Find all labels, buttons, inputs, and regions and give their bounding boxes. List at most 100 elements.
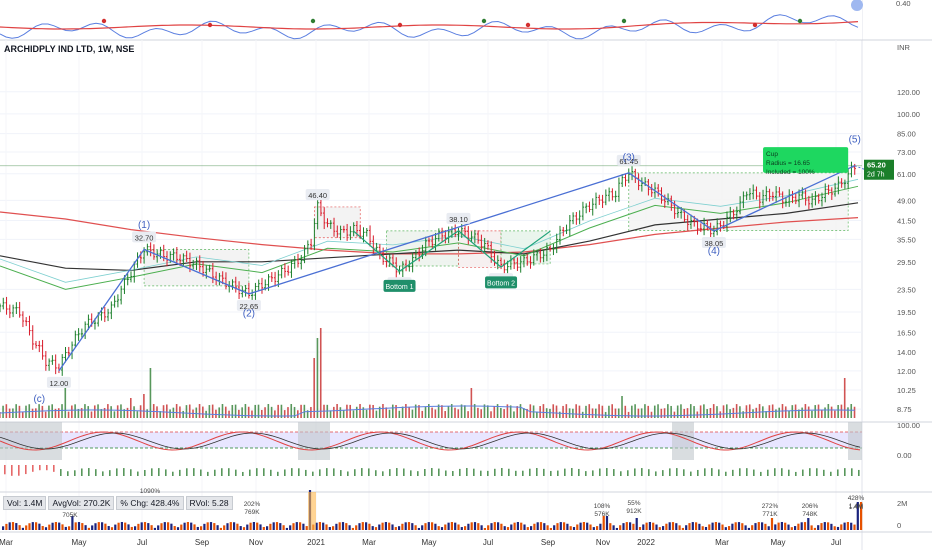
volume-bar <box>300 404 302 418</box>
volume-panel-bar <box>596 526 599 530</box>
volume-bar <box>706 409 708 418</box>
volume-panel-bar <box>685 525 688 530</box>
volume-panel-bar <box>431 522 434 530</box>
volume-panel-bar <box>335 523 338 530</box>
volume-bar <box>791 405 794 418</box>
volume-bar <box>608 405 610 418</box>
volume-panel-bar <box>272 522 275 530</box>
top-signal-dot <box>481 18 487 24</box>
histogram-bar <box>263 468 265 476</box>
histogram-bar <box>585 471 587 476</box>
histogram-bar <box>249 469 251 476</box>
price-tick-label: 14.00 <box>897 348 916 357</box>
histogram-bar <box>39 465 41 471</box>
volume-panel-bar <box>602 516 605 530</box>
volume-panel-bar <box>163 522 166 530</box>
volume-bar <box>519 404 522 418</box>
oscillator-highlight-zone <box>672 422 694 460</box>
volume-bar <box>329 410 332 418</box>
price-tick-label: 19.50 <box>897 308 916 317</box>
histogram-bar <box>480 470 482 476</box>
volume-bar <box>627 411 630 418</box>
volume-panel-bar <box>787 524 790 530</box>
volume-panel-bar <box>332 526 335 530</box>
histogram-bar <box>165 469 167 476</box>
histogram-bar <box>116 468 118 476</box>
volume-bar <box>80 408 83 418</box>
volume-panel-bar <box>167 522 170 530</box>
volume-panel-bar <box>757 522 760 530</box>
bottom-marker-label: Bottom 1 <box>386 284 414 291</box>
volume-bar <box>483 404 486 418</box>
volume-bar <box>71 405 73 418</box>
volume-bar <box>391 404 394 418</box>
histogram-bar <box>375 470 377 476</box>
histogram-bar <box>270 469 272 476</box>
cup-annotation-text: Cup <box>766 151 778 158</box>
volume-panel-bar <box>91 525 94 530</box>
volume-spike-label: 748K <box>802 511 818 518</box>
volume-panel-bar <box>35 522 38 530</box>
histogram-bar <box>46 465 48 471</box>
volume-panel-bar <box>546 525 549 530</box>
histogram-bar <box>851 468 853 476</box>
volume-panel-bar <box>457 524 460 530</box>
volume-bar <box>824 407 826 418</box>
histogram-bar <box>655 471 657 476</box>
volume-panel-bar <box>477 523 480 530</box>
volume-bar <box>428 404 430 418</box>
volume-spike-label: 55% <box>627 500 640 507</box>
volume-panel-bar <box>180 524 183 530</box>
volume-spike-label: 428% <box>848 495 865 502</box>
volume-panel-bar <box>731 523 734 530</box>
volume-panel-bar <box>8 522 11 530</box>
volume-panel-bar <box>150 525 153 530</box>
histogram-bar <box>67 471 69 476</box>
volume-panel-bar <box>292 523 295 530</box>
volume-panel-bar <box>493 522 496 530</box>
volume-bar <box>365 409 368 418</box>
volume-panel-bar <box>348 525 351 530</box>
volume-panel-bar <box>563 522 566 530</box>
histogram-bar <box>144 469 146 476</box>
histogram-bar <box>704 468 706 476</box>
volume-bar <box>644 404 646 418</box>
volume-panel-bar <box>289 525 292 530</box>
time-axis-label: May <box>421 538 436 547</box>
histogram-bar <box>837 469 839 476</box>
volume-panel-bar <box>549 527 552 530</box>
volume-bar <box>752 409 754 418</box>
histogram-bar <box>543 468 545 476</box>
volume-bar <box>843 378 846 418</box>
volume-spike-label: 272% <box>762 503 779 510</box>
histogram-bar <box>256 468 258 476</box>
volume-panel-bar <box>665 523 668 530</box>
volume-bar <box>775 409 777 418</box>
price-label: 22.65 <box>239 302 258 311</box>
time-axis-label: Nov <box>249 538 263 547</box>
volume-bar <box>388 409 391 418</box>
volume-bar <box>208 405 211 418</box>
volume-bar <box>215 409 217 418</box>
volume-bar <box>840 404 843 418</box>
volume-panel-bar <box>279 523 282 530</box>
volume-panel-bar <box>114 524 117 530</box>
histogram-bar <box>767 469 769 476</box>
volume-panel-bar <box>506 527 510 530</box>
volume-spike-label: 705K <box>62 512 78 519</box>
volume-panel-bar <box>695 522 698 530</box>
volume-panel-bar <box>252 522 255 530</box>
volume-bar <box>290 404 293 418</box>
volume-bar <box>545 408 548 418</box>
volume-bar <box>522 408 525 418</box>
volume-bar <box>398 410 401 418</box>
volume-panel-bar <box>827 522 830 530</box>
volume-panel-bar <box>173 526 176 530</box>
volume-panel-bar <box>206 522 209 530</box>
histogram-bar <box>536 468 538 476</box>
volume-panel-bar <box>256 522 259 530</box>
volume-tick-top: 2M <box>897 499 907 508</box>
volume-bar <box>143 394 145 418</box>
volume-panel-bar <box>450 522 453 530</box>
